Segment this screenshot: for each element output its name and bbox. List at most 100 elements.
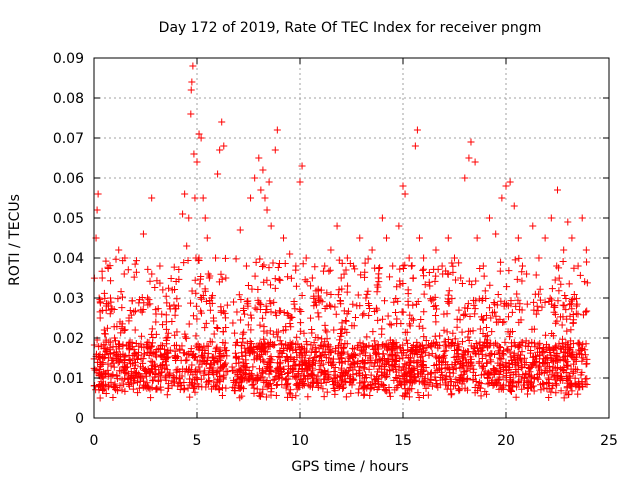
data-point [145, 344, 153, 352]
data-point [210, 356, 218, 364]
data-point [152, 310, 160, 318]
data-point [128, 343, 136, 351]
data-point [568, 350, 576, 358]
data-point [386, 336, 394, 344]
data-point [162, 292, 170, 300]
data-point [512, 370, 520, 378]
data-point [112, 255, 120, 263]
data-point [496, 315, 504, 323]
data-point [522, 358, 530, 366]
data-point [113, 375, 121, 383]
data-point [495, 375, 503, 383]
data-point [477, 313, 485, 321]
data-point [524, 343, 532, 351]
data-point [168, 286, 176, 294]
data-point [445, 287, 453, 295]
data-point [553, 351, 561, 359]
data-point [529, 358, 537, 366]
data-point [191, 276, 199, 284]
data-point [256, 321, 264, 329]
data-point [198, 360, 206, 368]
data-point [262, 302, 270, 310]
data-point [206, 306, 214, 314]
data-point [200, 371, 208, 379]
data-point [384, 357, 392, 365]
data-point [315, 294, 323, 302]
data-point [157, 372, 165, 380]
data-point [249, 363, 257, 371]
data-point [284, 393, 292, 401]
data-point [336, 297, 344, 305]
data-point [342, 369, 350, 377]
data-point [237, 295, 245, 303]
data-point [576, 383, 584, 391]
data-point [359, 311, 367, 319]
data-point [106, 346, 114, 354]
data-point [396, 345, 404, 353]
data-point [228, 363, 236, 371]
data-point [255, 299, 263, 307]
data-point [507, 353, 515, 361]
data-point [363, 384, 371, 392]
data-point [285, 369, 293, 377]
data-point [260, 347, 268, 355]
data-point [343, 328, 351, 336]
data-point [330, 326, 338, 334]
data-point [360, 310, 368, 318]
data-point [561, 291, 569, 299]
data-point [567, 326, 575, 334]
data-point [236, 394, 244, 402]
data-point [465, 359, 473, 367]
data-point [107, 378, 115, 386]
data-point [317, 286, 325, 294]
data-point [371, 345, 379, 353]
data-point [528, 338, 536, 346]
data-point [567, 297, 575, 305]
y-tick-label: 0.03 [53, 291, 84, 307]
data-point [186, 393, 194, 401]
data-point [444, 234, 452, 242]
data-point [188, 287, 196, 295]
data-point [497, 297, 505, 305]
data-point [330, 374, 338, 382]
data-point [93, 358, 101, 366]
data-point [153, 385, 161, 393]
data-point [293, 353, 301, 361]
data-point [265, 178, 273, 186]
y-tick-label: 0.07 [53, 131, 84, 147]
data-point [187, 86, 195, 94]
data-point [258, 262, 266, 270]
data-point [163, 299, 171, 307]
data-point [538, 303, 546, 311]
data-point [494, 359, 502, 367]
data-point [373, 385, 381, 393]
data-point [392, 294, 400, 302]
data-point [264, 360, 272, 368]
data-point [494, 367, 502, 375]
data-point [379, 350, 387, 358]
data-point [368, 246, 376, 254]
data-point [220, 362, 228, 370]
data-point [569, 369, 577, 377]
data-point [435, 354, 443, 362]
data-point [354, 389, 362, 397]
data-point [235, 379, 243, 387]
data-point [306, 382, 314, 390]
data-point [395, 372, 403, 380]
data-point [170, 301, 178, 309]
data-point [449, 262, 457, 270]
data-point [409, 377, 417, 385]
data-point [126, 338, 134, 346]
data-point [338, 359, 346, 367]
data-point [187, 299, 195, 307]
data-point [193, 158, 201, 166]
data-point [572, 310, 580, 318]
data-points [90, 62, 591, 402]
data-point [259, 348, 267, 356]
data-point [217, 270, 225, 278]
data-point [578, 357, 586, 365]
data-point [259, 314, 267, 322]
data-point [217, 303, 225, 311]
data-point [267, 300, 275, 308]
data-point [202, 359, 210, 367]
